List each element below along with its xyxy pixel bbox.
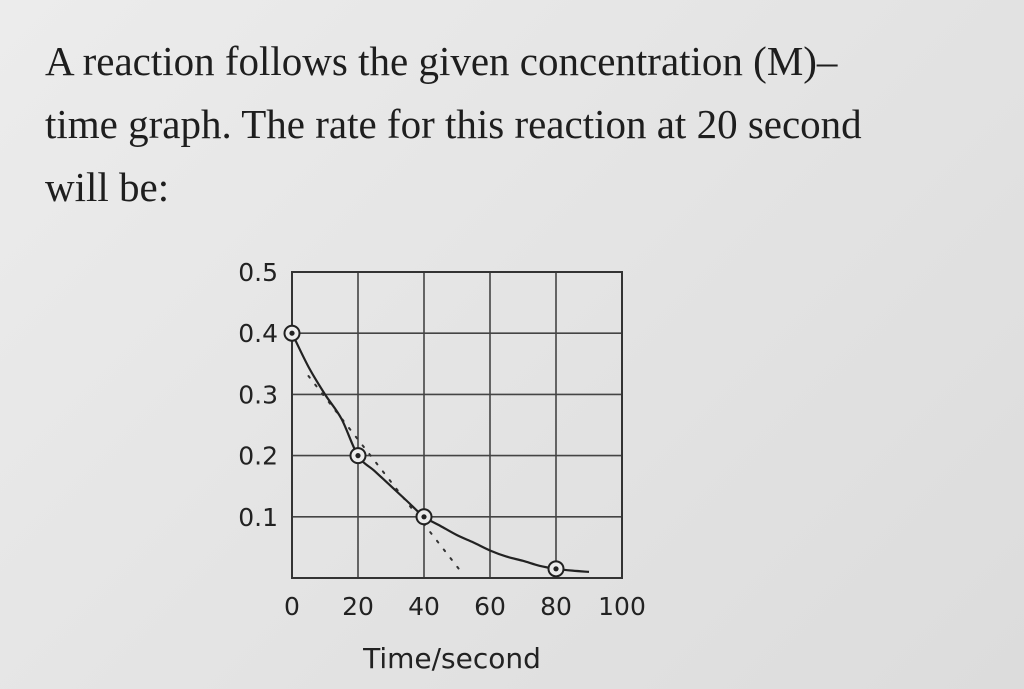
y-tick-label: 0.5 [238,258,278,287]
x-tick-label: 100 [598,592,646,621]
x-tick-label: 60 [474,592,506,621]
question-text: A reaction follows the given concentrati… [45,30,1005,219]
question-line-1: A reaction follows the given concentrati… [45,38,838,84]
data-point-marker [283,324,301,342]
plot-frame [291,271,623,579]
tick-labels: 0 20 40 60 80 100 0.1 0.2 0.3 0.4 0.5 [238,258,646,621]
y-tick-label: 0.2 [238,442,278,471]
decay-curve [291,332,590,573]
x-tick-label: 40 [408,592,440,621]
data-point-marker [349,447,367,465]
tangent-line [307,375,465,576]
x-tick-label: 80 [540,592,572,621]
y-tick-label: 0.1 [238,503,278,532]
question-line-2: time graph. The rate for this reaction a… [45,101,862,147]
x-tick-label: 0 [284,592,300,621]
question-line-3: will be: [45,164,170,210]
y-tick-label: 0.4 [238,319,278,348]
data-markers [283,324,565,578]
x-tick-label: 20 [342,592,374,621]
data-point-marker [547,560,565,578]
x-axis-label: Time/second [362,642,541,675]
y-tick-label: 0.3 [238,380,278,409]
grid [292,272,622,578]
data-point-marker [415,508,433,526]
